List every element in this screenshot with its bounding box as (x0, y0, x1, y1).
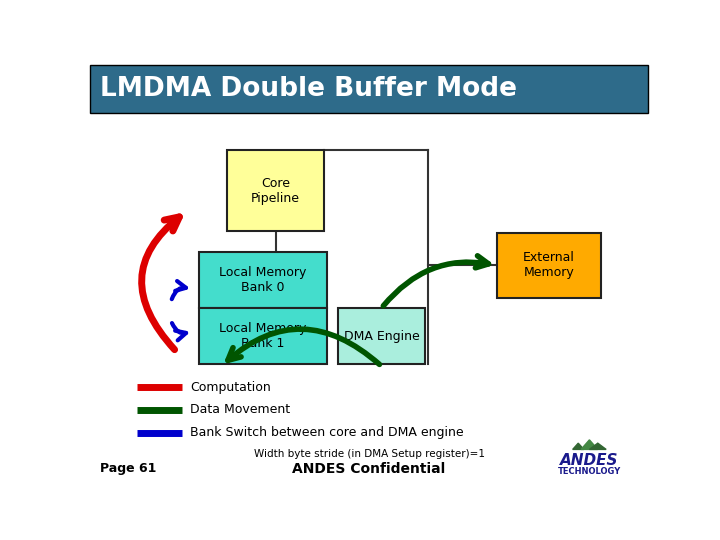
FancyBboxPatch shape (338, 308, 425, 364)
Text: ANDES Confidential: ANDES Confidential (292, 462, 446, 476)
Text: TECHNOLOGY: TECHNOLOGY (558, 467, 621, 476)
FancyBboxPatch shape (199, 308, 327, 364)
FancyBboxPatch shape (90, 65, 648, 113)
FancyBboxPatch shape (199, 252, 327, 308)
Text: DMA Engine: DMA Engine (343, 329, 420, 342)
FancyBboxPatch shape (227, 150, 324, 231)
Text: Bank Switch between core and DMA engine: Bank Switch between core and DMA engine (190, 426, 464, 439)
Text: Page 61: Page 61 (100, 462, 156, 475)
Text: Width byte stride (in DMA Setup register)=1: Width byte stride (in DMA Setup register… (253, 449, 485, 460)
Text: Data Movement: Data Movement (190, 403, 291, 416)
Text: LMDMA Double Buffer Mode: LMDMA Double Buffer Mode (100, 76, 517, 102)
Text: Local Memory
Bank 0: Local Memory Bank 0 (220, 266, 307, 294)
Polygon shape (581, 440, 598, 449)
Text: Local Memory
Bank 1: Local Memory Bank 1 (220, 322, 307, 350)
Text: Computation: Computation (190, 381, 271, 394)
FancyBboxPatch shape (498, 233, 600, 298)
Text: External
Memory: External Memory (523, 252, 575, 279)
Polygon shape (590, 443, 606, 449)
Text: Core
Pipeline: Core Pipeline (251, 177, 300, 205)
Polygon shape (572, 443, 584, 449)
Text: ANDES: ANDES (560, 453, 618, 468)
